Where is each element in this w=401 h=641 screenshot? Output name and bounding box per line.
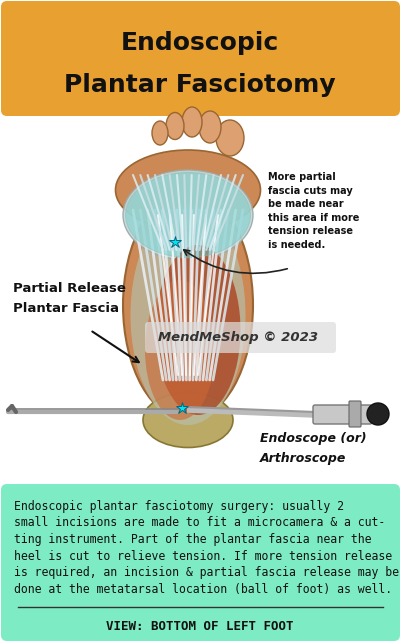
Ellipse shape xyxy=(123,170,253,260)
Ellipse shape xyxy=(199,111,221,143)
Ellipse shape xyxy=(143,392,233,447)
Ellipse shape xyxy=(130,205,245,425)
Ellipse shape xyxy=(115,150,261,230)
Text: Plantar Fascia: Plantar Fascia xyxy=(13,302,119,315)
Ellipse shape xyxy=(156,245,241,415)
Text: Plantar Fasciotomy: Plantar Fasciotomy xyxy=(64,73,336,97)
Text: done at the metatarsal location (ball of foot) as well.: done at the metatarsal location (ball of… xyxy=(14,583,392,595)
Ellipse shape xyxy=(152,121,168,145)
FancyBboxPatch shape xyxy=(349,401,361,427)
Text: Partial Release: Partial Release xyxy=(13,282,126,295)
Text: VIEW: BOTTOM OF LEFT FOOT: VIEW: BOTTOM OF LEFT FOOT xyxy=(106,619,294,633)
Ellipse shape xyxy=(216,120,244,156)
FancyBboxPatch shape xyxy=(1,1,400,116)
Text: small incisions are made to fit a microcamera & a cut-: small incisions are made to fit a microc… xyxy=(14,517,385,529)
Text: ting instrument. Part of the plantar fascia near the: ting instrument. Part of the plantar fas… xyxy=(14,533,371,546)
Text: Endoscopic: Endoscopic xyxy=(121,31,279,55)
FancyBboxPatch shape xyxy=(313,405,372,424)
Ellipse shape xyxy=(182,107,202,137)
FancyBboxPatch shape xyxy=(1,484,400,641)
Text: Endoscope (or): Endoscope (or) xyxy=(260,432,367,445)
Text: More partial
fascia cuts may
be made near
this area if more
tension release
is n: More partial fascia cuts may be made nea… xyxy=(268,172,359,250)
Text: Arthroscope: Arthroscope xyxy=(260,452,346,465)
Text: Endoscopic plantar fasciotomy surgery: usually 2: Endoscopic plantar fasciotomy surgery: u… xyxy=(14,500,344,513)
Text: MendMeShop © 2023: MendMeShop © 2023 xyxy=(158,331,318,344)
Ellipse shape xyxy=(145,280,215,420)
Ellipse shape xyxy=(126,172,251,258)
Text: heel is cut to relieve tension. If more tension release: heel is cut to relieve tension. If more … xyxy=(14,549,392,563)
FancyBboxPatch shape xyxy=(145,322,336,353)
Ellipse shape xyxy=(367,403,389,425)
Ellipse shape xyxy=(123,190,253,420)
Text: is required, an incision & partial fascia release may be: is required, an incision & partial fasci… xyxy=(14,566,399,579)
Ellipse shape xyxy=(166,113,184,140)
